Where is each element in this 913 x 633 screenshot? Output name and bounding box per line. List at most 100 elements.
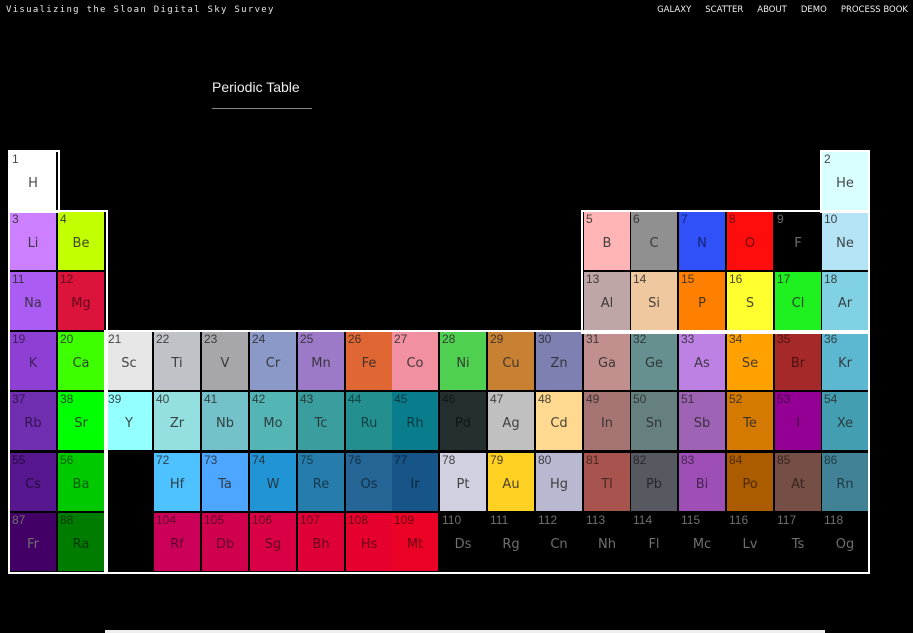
element-ta[interactable]: 73 Ta	[202, 453, 248, 511]
element-rh[interactable]: 45 Rh	[392, 392, 438, 450]
nav-demo[interactable]: DEMO	[800, 5, 827, 15]
atomic-number: 22	[156, 332, 170, 346]
element-cn[interactable]: 112 Cn	[536, 513, 582, 571]
element-al[interactable]: 13 Al	[584, 272, 630, 330]
element-symbol: Ra	[72, 537, 90, 552]
element-rb[interactable]: 37 Rb	[10, 392, 56, 450]
element-ts[interactable]: 117 Ts	[775, 513, 821, 571]
element-he[interactable]: 2 He	[822, 152, 868, 210]
element-pb[interactable]: 82 Pb	[631, 453, 677, 511]
element-fe[interactable]: 26 Fe	[346, 332, 392, 390]
element-lv[interactable]: 116 Lv	[727, 513, 773, 571]
element-cr[interactable]: 24 Cr	[250, 332, 296, 390]
element-ba[interactable]: 56 Ba	[58, 453, 104, 511]
element-ni[interactable]: 28 Ni	[440, 332, 486, 390]
element-cl[interactable]: 17 Cl	[775, 272, 821, 330]
element-nb[interactable]: 41 Nb	[202, 392, 248, 450]
element-mg[interactable]: 12 Mg	[58, 272, 104, 330]
element-ca[interactable]: 20 Ca	[58, 332, 104, 390]
element-in[interactable]: 49 In	[584, 392, 630, 450]
element-te[interactable]: 52 Te	[727, 392, 773, 450]
element-zn[interactable]: 30 Zn	[536, 332, 582, 390]
element-ga[interactable]: 31 Ga	[584, 332, 630, 390]
element-tc[interactable]: 43 Tc	[298, 392, 344, 450]
element-ne[interactable]: 10 Ne	[822, 212, 868, 270]
element-cs[interactable]: 55 Cs	[10, 453, 56, 511]
element-pt[interactable]: 78 Pt	[440, 453, 486, 511]
element-ti[interactable]: 22 Ti	[154, 332, 200, 390]
element-mt[interactable]: 109 Mt	[392, 513, 438, 571]
element-sc[interactable]: 21 Sc	[106, 332, 152, 390]
element-ag[interactable]: 47 Ag	[488, 392, 534, 450]
element-se[interactable]: 34 Se	[727, 332, 773, 390]
element-kr[interactable]: 36 Kr	[822, 332, 868, 390]
element-fl[interactable]: 114 Fl	[631, 513, 677, 571]
element-tl[interactable]: 81 Tl	[584, 453, 630, 511]
site-brand[interactable]: Visualizing the Sloan Digital Sky Survey	[6, 5, 275, 15]
element-cu[interactable]: 29 Cu	[488, 332, 534, 390]
element-ru[interactable]: 44 Ru	[346, 392, 392, 450]
element-y[interactable]: 39 Y	[106, 392, 152, 450]
element-zr[interactable]: 40 Zr	[154, 392, 200, 450]
element-hs[interactable]: 108 Hs	[346, 513, 392, 571]
element-ar[interactable]: 18 Ar	[822, 272, 868, 330]
element-po[interactable]: 84 Po	[727, 453, 773, 511]
element-ir[interactable]: 77 Ir	[392, 453, 438, 511]
element-mo[interactable]: 42 Mo	[250, 392, 296, 450]
element-sn[interactable]: 50 Sn	[631, 392, 677, 450]
nav-process-book[interactable]: PROCESS BOOK	[840, 5, 908, 15]
element-xe[interactable]: 54 Xe	[822, 392, 868, 450]
element-nh[interactable]: 113 Nh	[584, 513, 630, 571]
element-pd[interactable]: 46 Pd	[440, 392, 486, 450]
element-mc[interactable]: 115 Mc	[679, 513, 725, 571]
element-v[interactable]: 23 V	[202, 332, 248, 390]
element-na[interactable]: 11 Na	[10, 272, 56, 330]
element-hf[interactable]: 72 Hf	[154, 453, 200, 511]
element-k[interactable]: 19 K	[10, 332, 56, 390]
element-w[interactable]: 74 W	[250, 453, 296, 511]
element-rg[interactable]: 111 Rg	[488, 513, 534, 571]
element-mn[interactable]: 25 Mn	[298, 332, 344, 390]
element-symbol: Ru	[360, 416, 378, 431]
element-ds[interactable]: 110 Ds	[440, 513, 486, 571]
element-li[interactable]: 3 Li	[10, 212, 56, 270]
element-si[interactable]: 14 Si	[631, 272, 677, 330]
element-rn[interactable]: 86 Rn	[822, 453, 868, 511]
element-hg[interactable]: 80 Hg	[536, 453, 582, 511]
element-sb[interactable]: 51 Sb	[679, 392, 725, 450]
element-og[interactable]: 118 Og	[822, 513, 868, 571]
nav-scatter[interactable]: SCATTER	[705, 5, 744, 15]
element-bh[interactable]: 107 Bh	[298, 513, 344, 571]
element-re[interactable]: 75 Re	[298, 453, 344, 511]
element-co[interactable]: 27 Co	[392, 332, 438, 390]
element-fr[interactable]: 87 Fr	[10, 513, 56, 571]
element-br[interactable]: 35 Br	[775, 332, 821, 390]
nav-about[interactable]: ABOUT	[757, 5, 787, 15]
element-p[interactable]: 15 P	[679, 272, 725, 330]
nav-galaxy[interactable]: GALAXY	[657, 5, 692, 15]
atomic-number: 83	[681, 453, 695, 467]
element-bi[interactable]: 83 Bi	[679, 453, 725, 511]
element-be[interactable]: 4 Be	[58, 212, 104, 270]
element-os[interactable]: 76 Os	[346, 453, 392, 511]
element-i[interactable]: 53 I	[775, 392, 821, 450]
element-ra[interactable]: 88 Ra	[58, 513, 104, 571]
element-ge[interactable]: 32 Ge	[631, 332, 677, 390]
element-sr[interactable]: 38 Sr	[58, 392, 104, 450]
element-as[interactable]: 33 As	[679, 332, 725, 390]
atomic-number: 51	[681, 392, 695, 406]
element-s[interactable]: 16 S	[727, 272, 773, 330]
element-cd[interactable]: 48 Cd	[536, 392, 582, 450]
element-sg[interactable]: 106 Sg	[250, 513, 296, 571]
atomic-number: 33	[681, 332, 695, 346]
element-rf[interactable]: 104 Rf	[154, 513, 200, 571]
element-db[interactable]: 105 Db	[202, 513, 248, 571]
element-au[interactable]: 79 Au	[488, 453, 534, 511]
element-at[interactable]: 85 At	[775, 453, 821, 511]
